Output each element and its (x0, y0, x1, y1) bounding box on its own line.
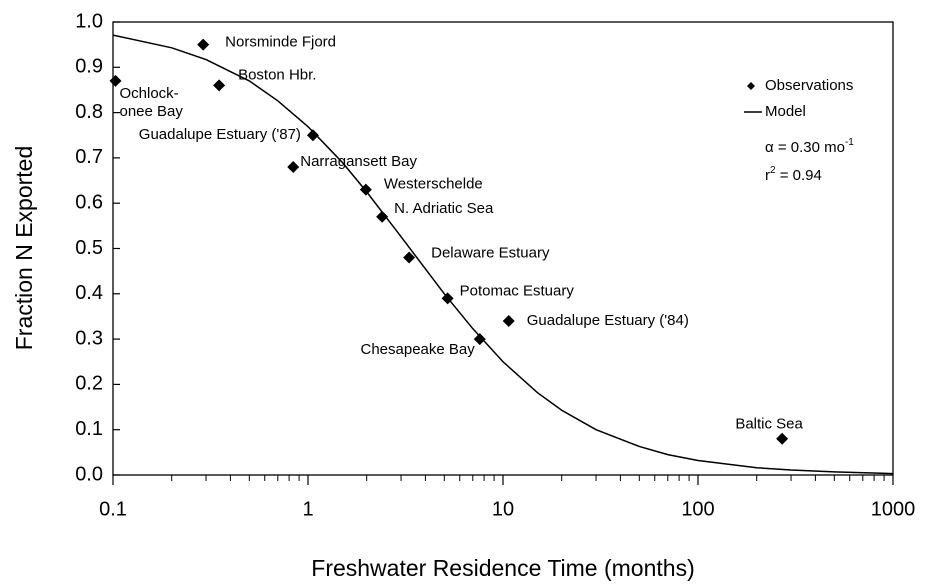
observation-point (306, 129, 319, 142)
point-label: Chesapeake Bay (361, 341, 476, 358)
point-label: onee Bay (120, 103, 184, 120)
y-tick-label: 0.9 (75, 56, 103, 78)
annotation: α = 0.30 mo-1 (765, 137, 854, 156)
point-label: Narragansett Bay (300, 153, 417, 170)
y-tick-label: 0.4 (75, 282, 103, 304)
y-tick-label: 0.1 (75, 418, 103, 440)
point-label: Potomac Estuary (460, 282, 575, 299)
point-label: Boston Hbr. (238, 66, 316, 83)
point-label: Norsminde Fjord (225, 34, 336, 51)
annotation-text: = 0.94 (776, 167, 822, 184)
observation-point (502, 314, 515, 327)
y-tick-label: 0.5 (75, 237, 103, 259)
observation-point (213, 79, 226, 92)
x-tick-label: 1 (302, 498, 313, 520)
y-tick-label: 0.2 (75, 373, 103, 395)
observation-point (473, 333, 486, 346)
legend-marker (747, 82, 755, 90)
y-tick-label: 0.6 (75, 191, 103, 213)
point-label: Delaware Estuary (431, 245, 550, 262)
annotation-text: r (765, 167, 770, 184)
legend-label: Observations (765, 77, 853, 94)
annotation: r2 = 0.94 (765, 165, 822, 184)
observation-point (776, 432, 789, 445)
model-line (112, 34, 894, 475)
y-tick-label: 0.3 (75, 327, 103, 349)
x-tick-label: 10 (492, 498, 514, 520)
observation-point (403, 251, 416, 264)
legend-label: Model (765, 103, 806, 120)
point-label: Guadalupe Estuary ('87) (139, 126, 301, 143)
annotation-sup: -1 (845, 137, 854, 148)
point-label: Guadalupe Estuary ('84) (527, 312, 689, 329)
y-tick-label: 0.0 (75, 463, 103, 485)
x-tick-label: 1000 (871, 498, 916, 520)
observation-point (287, 160, 300, 173)
y-tick-label: 0.8 (75, 101, 103, 123)
annotation-sup: 2 (770, 165, 776, 176)
observation-point (376, 210, 389, 223)
point-label: Westerschelde (384, 176, 483, 193)
y-tick-label: 1.0 (75, 10, 103, 32)
point-label: Ochlock- (120, 85, 179, 102)
x-tick-label: 0.1 (99, 498, 127, 520)
point-label: Baltic Sea (735, 416, 803, 433)
point-label: N. Adriatic Sea (394, 200, 494, 217)
observation-point (197, 38, 210, 51)
annotation-text: α = 0.30 mo (765, 139, 845, 156)
x-tick-label: 100 (681, 498, 714, 520)
observation-point (109, 74, 122, 87)
y-tick-label: 0.7 (75, 146, 103, 168)
y-axis-label: Fraction N Exported (11, 146, 37, 351)
x-axis-label: Freshwater Residence Time (months) (311, 555, 694, 581)
